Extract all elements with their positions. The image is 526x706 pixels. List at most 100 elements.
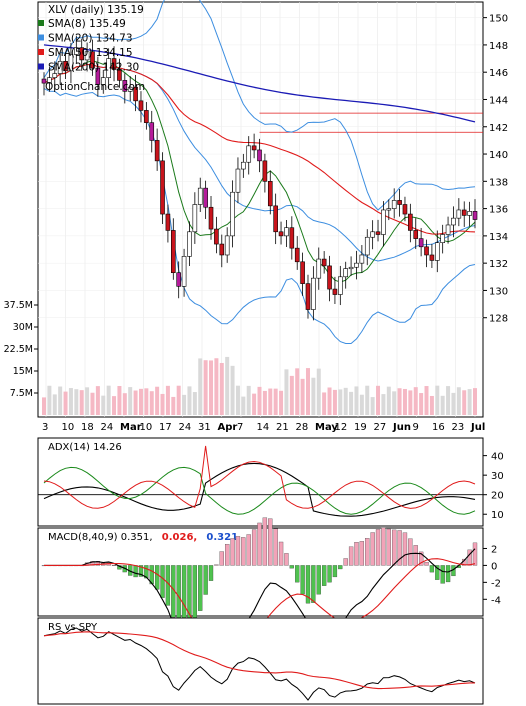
x-tick-label: 7 [237, 422, 243, 433]
candle-body [165, 213, 171, 231]
candle-body [122, 80, 128, 92]
volume-bar [467, 389, 472, 415]
candle-body [386, 208, 392, 211]
candle-body [100, 77, 106, 85]
adx-lines: 40 30 20 10 [38, 445, 504, 521]
candle-body [278, 231, 284, 237]
candle-body [408, 213, 413, 231]
macd-histogram-bar [262, 517, 268, 566]
legend-entry: SMA(8) 135.49 [48, 18, 126, 30]
macd-histogram-bar [284, 553, 289, 566]
macd-histogram-bar [133, 565, 138, 578]
candle-body [391, 200, 397, 209]
candle-body [160, 160, 165, 215]
volume-bar [456, 387, 461, 415]
bollinger-lower [43, 88, 476, 344]
macd-histogram-bar [198, 565, 203, 611]
volume-bar [257, 386, 262, 415]
macd-histogram-bar [208, 565, 214, 581]
macd-histogram-bar [225, 544, 230, 566]
x-tick-label: 12 [335, 422, 348, 433]
macd-histogram-bar [90, 561, 95, 566]
volume-bar [42, 397, 46, 415]
volume-bar [106, 385, 111, 415]
candle-body [235, 168, 241, 193]
volume-bar [392, 391, 397, 415]
macd-tick-label: -2 [491, 578, 501, 589]
candle-body [68, 54, 74, 72]
volume-bar [176, 385, 181, 415]
volume-bar [279, 390, 284, 415]
volume-bar [386, 386, 391, 415]
candle-body [440, 234, 445, 244]
candle-body [418, 238, 424, 248]
legend-entry: SMA(50) 134.15 [48, 47, 133, 59]
macd-histogram-bar [257, 522, 262, 566]
volume-bar [354, 386, 359, 415]
volume-bar [252, 393, 257, 415]
candle-body [316, 258, 322, 279]
price-axis: 150 148 146 144 142 140 138 136 134 132 130 128 [483, 14, 508, 325]
volume-bar [359, 394, 364, 415]
macd-histogram-bar [370, 532, 375, 566]
volume-bar [408, 390, 413, 415]
candle-body [359, 254, 365, 264]
candle-body [343, 268, 349, 278]
volume-bar [219, 362, 224, 415]
x-tick-label: 14 [257, 422, 270, 433]
volume-bar [58, 386, 63, 415]
candle-body [84, 51, 90, 61]
volume-bar [209, 360, 214, 415]
resistance-lines [259, 112, 483, 133]
macd-histogram-bar [472, 542, 478, 566]
ticker-label: XLV (daily) 135.19 [48, 4, 144, 16]
volume-bar [122, 393, 127, 415]
volume-bar [192, 392, 197, 415]
macd-histogram-bar [424, 562, 429, 566]
price-tick-label: 148 [489, 41, 508, 52]
macd-histogram-bar [375, 529, 381, 566]
legend-entry: SMA(200) 142.30 [48, 62, 139, 74]
x-tick-label: 24 [179, 422, 192, 433]
candle-body [230, 191, 235, 237]
price-tick-label: 146 [489, 68, 508, 79]
macd-histogram-bar [343, 558, 348, 566]
volume-bar [440, 395, 445, 415]
candle-body [434, 242, 440, 261]
volume-bar [284, 369, 289, 415]
macd-histogram-bar [300, 565, 305, 595]
volume-bar [95, 386, 100, 415]
volume-bar [327, 387, 332, 415]
candle-body [445, 224, 451, 235]
volume-bar [273, 388, 278, 415]
macd-histogram-bar [413, 545, 418, 566]
sma200-line [43, 44, 476, 123]
macd-histogram-bar [359, 541, 365, 566]
candle-body [451, 217, 456, 226]
volume-bar [402, 388, 407, 415]
candle-body [57, 60, 63, 74]
legend-entry: SMA(20) 134.73 [48, 33, 133, 45]
x-tick-label: 21 [276, 422, 289, 433]
x-tick-label: 24 [101, 422, 114, 433]
candle-body [197, 187, 203, 205]
macd-histogram-bar [316, 565, 321, 595]
macd-histogram-bar [305, 565, 311, 604]
price-tick-label: 130 [489, 286, 508, 297]
volume-bar [79, 390, 84, 415]
volume-bar [160, 393, 165, 415]
watermark: OptionChance.com [45, 81, 145, 93]
volume-bars [42, 356, 477, 415]
candle-body [294, 247, 300, 263]
volume-bar [322, 392, 327, 415]
macd-histogram-bar [111, 565, 117, 566]
x-tick-label: 10 [140, 422, 153, 433]
candle-body [300, 261, 305, 284]
legend-swatch [38, 49, 44, 55]
price-tick-label: 134 [489, 232, 508, 243]
macd-histogram-bar [268, 518, 273, 566]
volume-bar [225, 356, 230, 415]
volume-bar [155, 386, 160, 415]
macd-histogram-bar [311, 565, 316, 603]
candle-body [289, 227, 295, 249]
